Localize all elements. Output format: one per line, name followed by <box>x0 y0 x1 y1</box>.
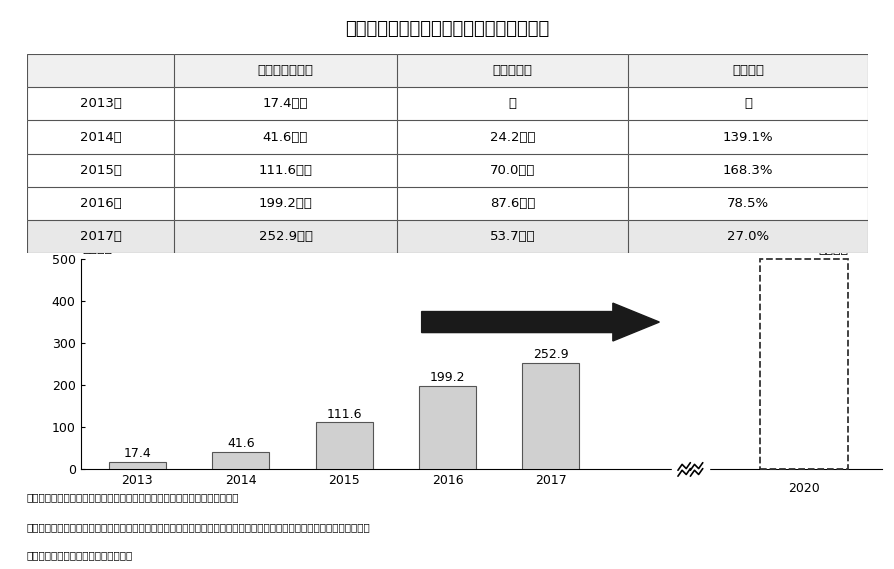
FancyBboxPatch shape <box>173 154 397 187</box>
FancyBboxPatch shape <box>628 154 867 187</box>
Text: 対前年比: 対前年比 <box>731 64 763 77</box>
Text: 2017年: 2017年 <box>80 230 122 243</box>
Bar <box>316 422 372 469</box>
FancyBboxPatch shape <box>628 54 867 87</box>
Text: 2014年: 2014年 <box>80 130 122 143</box>
Bar <box>109 462 165 469</box>
FancyBboxPatch shape <box>173 187 397 220</box>
FancyBboxPatch shape <box>173 220 397 253</box>
FancyBboxPatch shape <box>173 121 397 154</box>
Text: 53.7万人: 53.7万人 <box>489 230 535 243</box>
FancyBboxPatch shape <box>27 87 173 121</box>
Text: 87.6万人: 87.6万人 <box>490 197 535 210</box>
Text: 252.9万人: 252.9万人 <box>258 230 312 243</box>
FancyBboxPatch shape <box>397 220 628 253</box>
FancyBboxPatch shape <box>173 54 397 87</box>
FancyBboxPatch shape <box>397 187 628 220</box>
Text: 2016年: 2016年 <box>80 197 122 210</box>
FancyBboxPatch shape <box>397 54 628 87</box>
Text: 252.9: 252.9 <box>533 348 568 361</box>
Text: 41.6万人: 41.6万人 <box>263 130 308 143</box>
Bar <box>522 363 578 469</box>
Text: －: － <box>508 97 516 110</box>
FancyBboxPatch shape <box>27 220 173 253</box>
FancyBboxPatch shape <box>397 87 628 121</box>
FancyBboxPatch shape <box>628 187 867 220</box>
Bar <box>418 386 476 469</box>
Text: （目標）: （目標） <box>817 242 847 255</box>
Text: 注１）法務省入国管理局の集計による外国人入国者数で概数（乗員除く）。: 注１）法務省入国管理局の集計による外国人入国者数で概数（乗員除く）。 <box>27 492 239 502</box>
Bar <box>759 259 847 469</box>
FancyBboxPatch shape <box>628 121 867 154</box>
Text: 2020: 2020 <box>788 482 819 495</box>
FancyBboxPatch shape <box>27 121 173 154</box>
FancyBboxPatch shape <box>27 54 173 87</box>
Text: 17.4: 17.4 <box>123 447 151 460</box>
Text: 500万人: 500万人 <box>774 268 822 283</box>
Text: 2013年: 2013年 <box>80 97 122 110</box>
Text: 111.6: 111.6 <box>326 408 361 420</box>
Text: －: － <box>744 97 752 110</box>
Text: 注２）１回のクルーズで複数の港に寄港するクルーズ船の外国人旅客については、（各港で重複して計上するのではなく）: 注２）１回のクルーズで複数の港に寄港するクルーズ船の外国人旅客については、（各港… <box>27 522 370 532</box>
Text: 対前年増減: 対前年増減 <box>493 64 532 77</box>
Text: 41.6: 41.6 <box>227 437 254 450</box>
Text: （万人）: （万人） <box>82 242 113 255</box>
Text: 78.5%: 78.5% <box>727 197 769 210</box>
FancyArrow shape <box>421 303 659 341</box>
Text: 70.0万人: 70.0万人 <box>490 164 535 177</box>
Text: 2015年: 2015年 <box>80 164 122 177</box>
Text: 199.2: 199.2 <box>429 371 465 384</box>
FancyBboxPatch shape <box>628 87 867 121</box>
Text: 17.4万人: 17.4万人 <box>263 97 308 110</box>
FancyBboxPatch shape <box>397 154 628 187</box>
FancyBboxPatch shape <box>27 187 173 220</box>
Text: 199.2万人: 199.2万人 <box>258 197 312 210</box>
Text: １人の入国として計上している。: １人の入国として計上している。 <box>27 550 133 560</box>
Text: 27.0%: 27.0% <box>727 230 769 243</box>
Text: 24.2万人: 24.2万人 <box>489 130 535 143</box>
Text: 外国人入国者数: 外国人入国者数 <box>257 64 313 77</box>
FancyBboxPatch shape <box>27 154 173 187</box>
Text: 111.6万人: 111.6万人 <box>258 164 312 177</box>
Bar <box>212 452 269 469</box>
FancyBboxPatch shape <box>173 87 397 121</box>
FancyBboxPatch shape <box>628 220 867 253</box>
Text: 168.3%: 168.3% <box>722 164 772 177</box>
Text: 139.1%: 139.1% <box>722 130 772 143</box>
Text: クルーズ船による外国人入国者数（概数）: クルーズ船による外国人入国者数（概数） <box>345 20 549 38</box>
FancyBboxPatch shape <box>397 121 628 154</box>
Bar <box>671 464 708 475</box>
